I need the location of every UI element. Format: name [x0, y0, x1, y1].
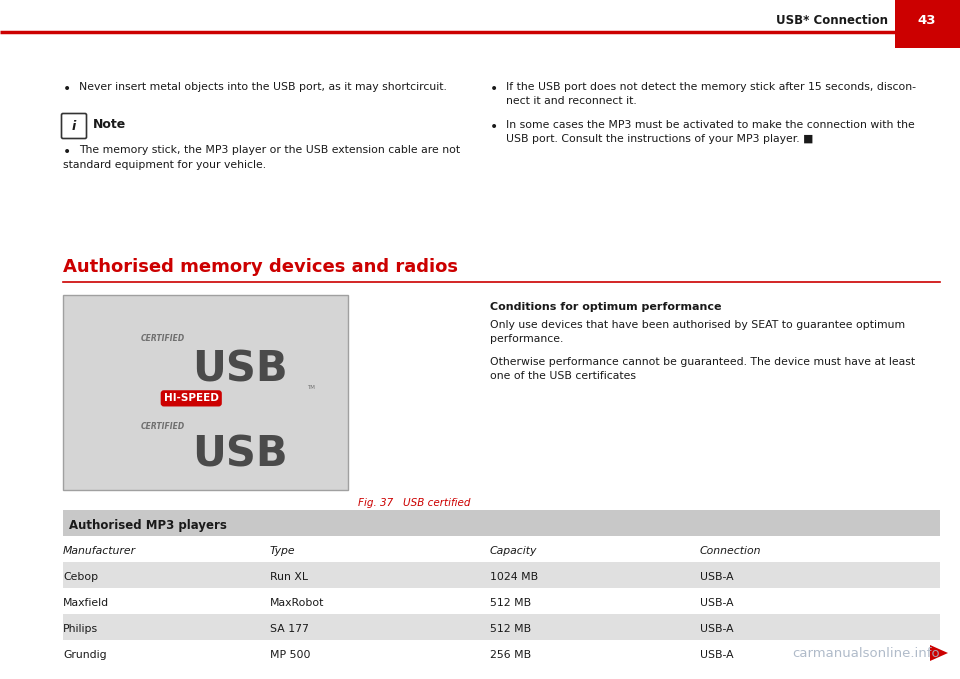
Text: The memory stick, the MP3 player or the USB extension cable are not: The memory stick, the MP3 player or the …: [79, 145, 460, 155]
Text: HI-SPEED: HI-SPEED: [164, 393, 219, 403]
Text: USB-A: USB-A: [700, 650, 733, 660]
Text: USB-A: USB-A: [700, 624, 733, 634]
Text: In some cases the MP3 must be activated to make the connection with the: In some cases the MP3 must be activated …: [506, 120, 915, 130]
Text: Connection: Connection: [700, 546, 761, 556]
Text: Only use devices that have been authorised by SEAT to guarantee optimum: Only use devices that have been authoris…: [490, 320, 905, 330]
Text: i: i: [72, 120, 76, 132]
FancyBboxPatch shape: [63, 588, 940, 614]
Text: SA 177: SA 177: [270, 624, 309, 634]
Text: Authorised MP3 players: Authorised MP3 players: [69, 519, 227, 532]
Text: 1024 MB: 1024 MB: [490, 572, 539, 582]
Text: TM: TM: [307, 385, 315, 390]
Text: standard equipment for your vehicle.: standard equipment for your vehicle.: [63, 160, 266, 170]
Text: USB: USB: [192, 434, 287, 476]
Text: Authorised memory devices and radios: Authorised memory devices and radios: [63, 258, 458, 276]
Text: USB port. Consult the instructions of your MP3 player. ■: USB port. Consult the instructions of yo…: [506, 134, 813, 144]
Text: Cebop: Cebop: [63, 572, 98, 582]
Text: •: •: [490, 120, 498, 134]
FancyBboxPatch shape: [63, 562, 940, 588]
Text: nect it and reconnect it.: nect it and reconnect it.: [506, 96, 636, 106]
Text: USB* Connection: USB* Connection: [776, 14, 888, 27]
FancyBboxPatch shape: [63, 536, 940, 562]
Text: •: •: [63, 82, 71, 96]
Text: USB-A: USB-A: [700, 572, 733, 582]
Text: 512 MB: 512 MB: [490, 598, 531, 608]
Text: •: •: [63, 145, 71, 159]
FancyBboxPatch shape: [63, 510, 940, 536]
Text: CERTIFIED: CERTIFIED: [140, 422, 185, 430]
FancyBboxPatch shape: [63, 614, 940, 640]
Text: 512 MB: 512 MB: [490, 624, 531, 634]
Text: 256 MB: 256 MB: [490, 650, 531, 660]
FancyBboxPatch shape: [895, 0, 960, 48]
Text: USB: USB: [192, 348, 287, 390]
Text: Never insert metal objects into the USB port, as it may shortcircuit.: Never insert metal objects into the USB …: [79, 82, 446, 92]
Text: MaxRobot: MaxRobot: [270, 598, 324, 608]
Text: Type: Type: [270, 546, 296, 556]
Text: Maxfield: Maxfield: [63, 598, 109, 608]
Text: Note: Note: [93, 117, 127, 130]
Polygon shape: [930, 645, 948, 661]
FancyBboxPatch shape: [63, 295, 348, 490]
Text: Otherwise performance cannot be guaranteed. The device must have at least: Otherwise performance cannot be guarante…: [490, 357, 915, 367]
Text: •: •: [490, 82, 498, 96]
Text: If the USB port does not detect the memory stick after 15 seconds, discon-: If the USB port does not detect the memo…: [506, 82, 916, 92]
FancyBboxPatch shape: [61, 113, 86, 139]
Text: Fig. 37   USB certified: Fig. 37 USB certified: [358, 498, 470, 508]
Text: Philips: Philips: [63, 624, 98, 634]
Text: carmanualsonline.info: carmanualsonline.info: [792, 647, 940, 660]
Text: CERTIFIED: CERTIFIED: [140, 334, 185, 343]
Text: Capacity: Capacity: [490, 546, 538, 556]
Text: Manufacturer: Manufacturer: [63, 546, 136, 556]
Text: USB-A: USB-A: [700, 598, 733, 608]
FancyBboxPatch shape: [63, 640, 940, 666]
Text: one of the USB certificates: one of the USB certificates: [490, 371, 636, 381]
Text: Conditions for optimum performance: Conditions for optimum performance: [490, 302, 722, 312]
Text: 43: 43: [918, 14, 936, 27]
Text: performance.: performance.: [490, 334, 564, 344]
Text: Grundig: Grundig: [63, 650, 107, 660]
Text: MP 500: MP 500: [270, 650, 310, 660]
Text: Run XL: Run XL: [270, 572, 308, 582]
